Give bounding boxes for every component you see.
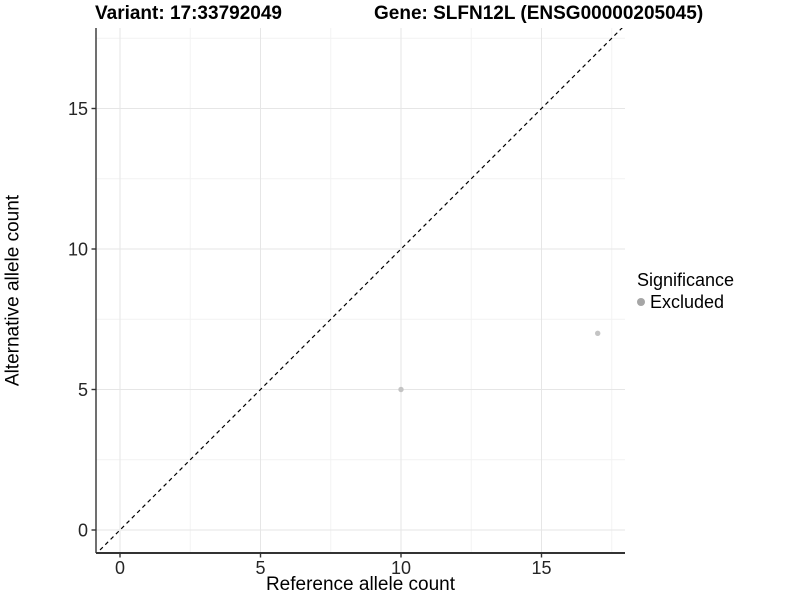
legend-item-label: Excluded (650, 292, 725, 312)
x-tick-label: 5 (255, 558, 265, 578)
x-tick-label: 10 (391, 558, 411, 578)
legend-item-excluded: Excluded (637, 292, 734, 312)
legend-title: Significance (637, 270, 735, 290)
y-tick-label: 10 (68, 240, 88, 260)
data-point-excluded (398, 386, 404, 393)
y-tick-label: 0 (78, 521, 88, 541)
y-tick-label: 15 (68, 99, 88, 119)
x-tick-label: 0 (115, 558, 125, 578)
legend: Significance Excluded (637, 270, 734, 312)
x-tick-label: 15 (531, 558, 551, 578)
data-point-excluded (595, 330, 601, 336)
identity-line (96, 28, 623, 553)
y-tick-label: 5 (78, 380, 88, 400)
variant-title: Variant: 17:33792049 (95, 3, 282, 24)
y-axis-title: Alternative allele count (2, 194, 24, 387)
gene-title: Gene: SLFN12L (ENSG00000205045) (374, 3, 704, 24)
x-axis-title: Reference allele count (265, 574, 456, 595)
legend-key-dot-icon (637, 298, 645, 306)
